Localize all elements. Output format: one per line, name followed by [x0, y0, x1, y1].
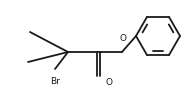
- Text: Br: Br: [50, 77, 60, 86]
- Text: O: O: [105, 78, 112, 87]
- Text: O: O: [120, 34, 127, 43]
